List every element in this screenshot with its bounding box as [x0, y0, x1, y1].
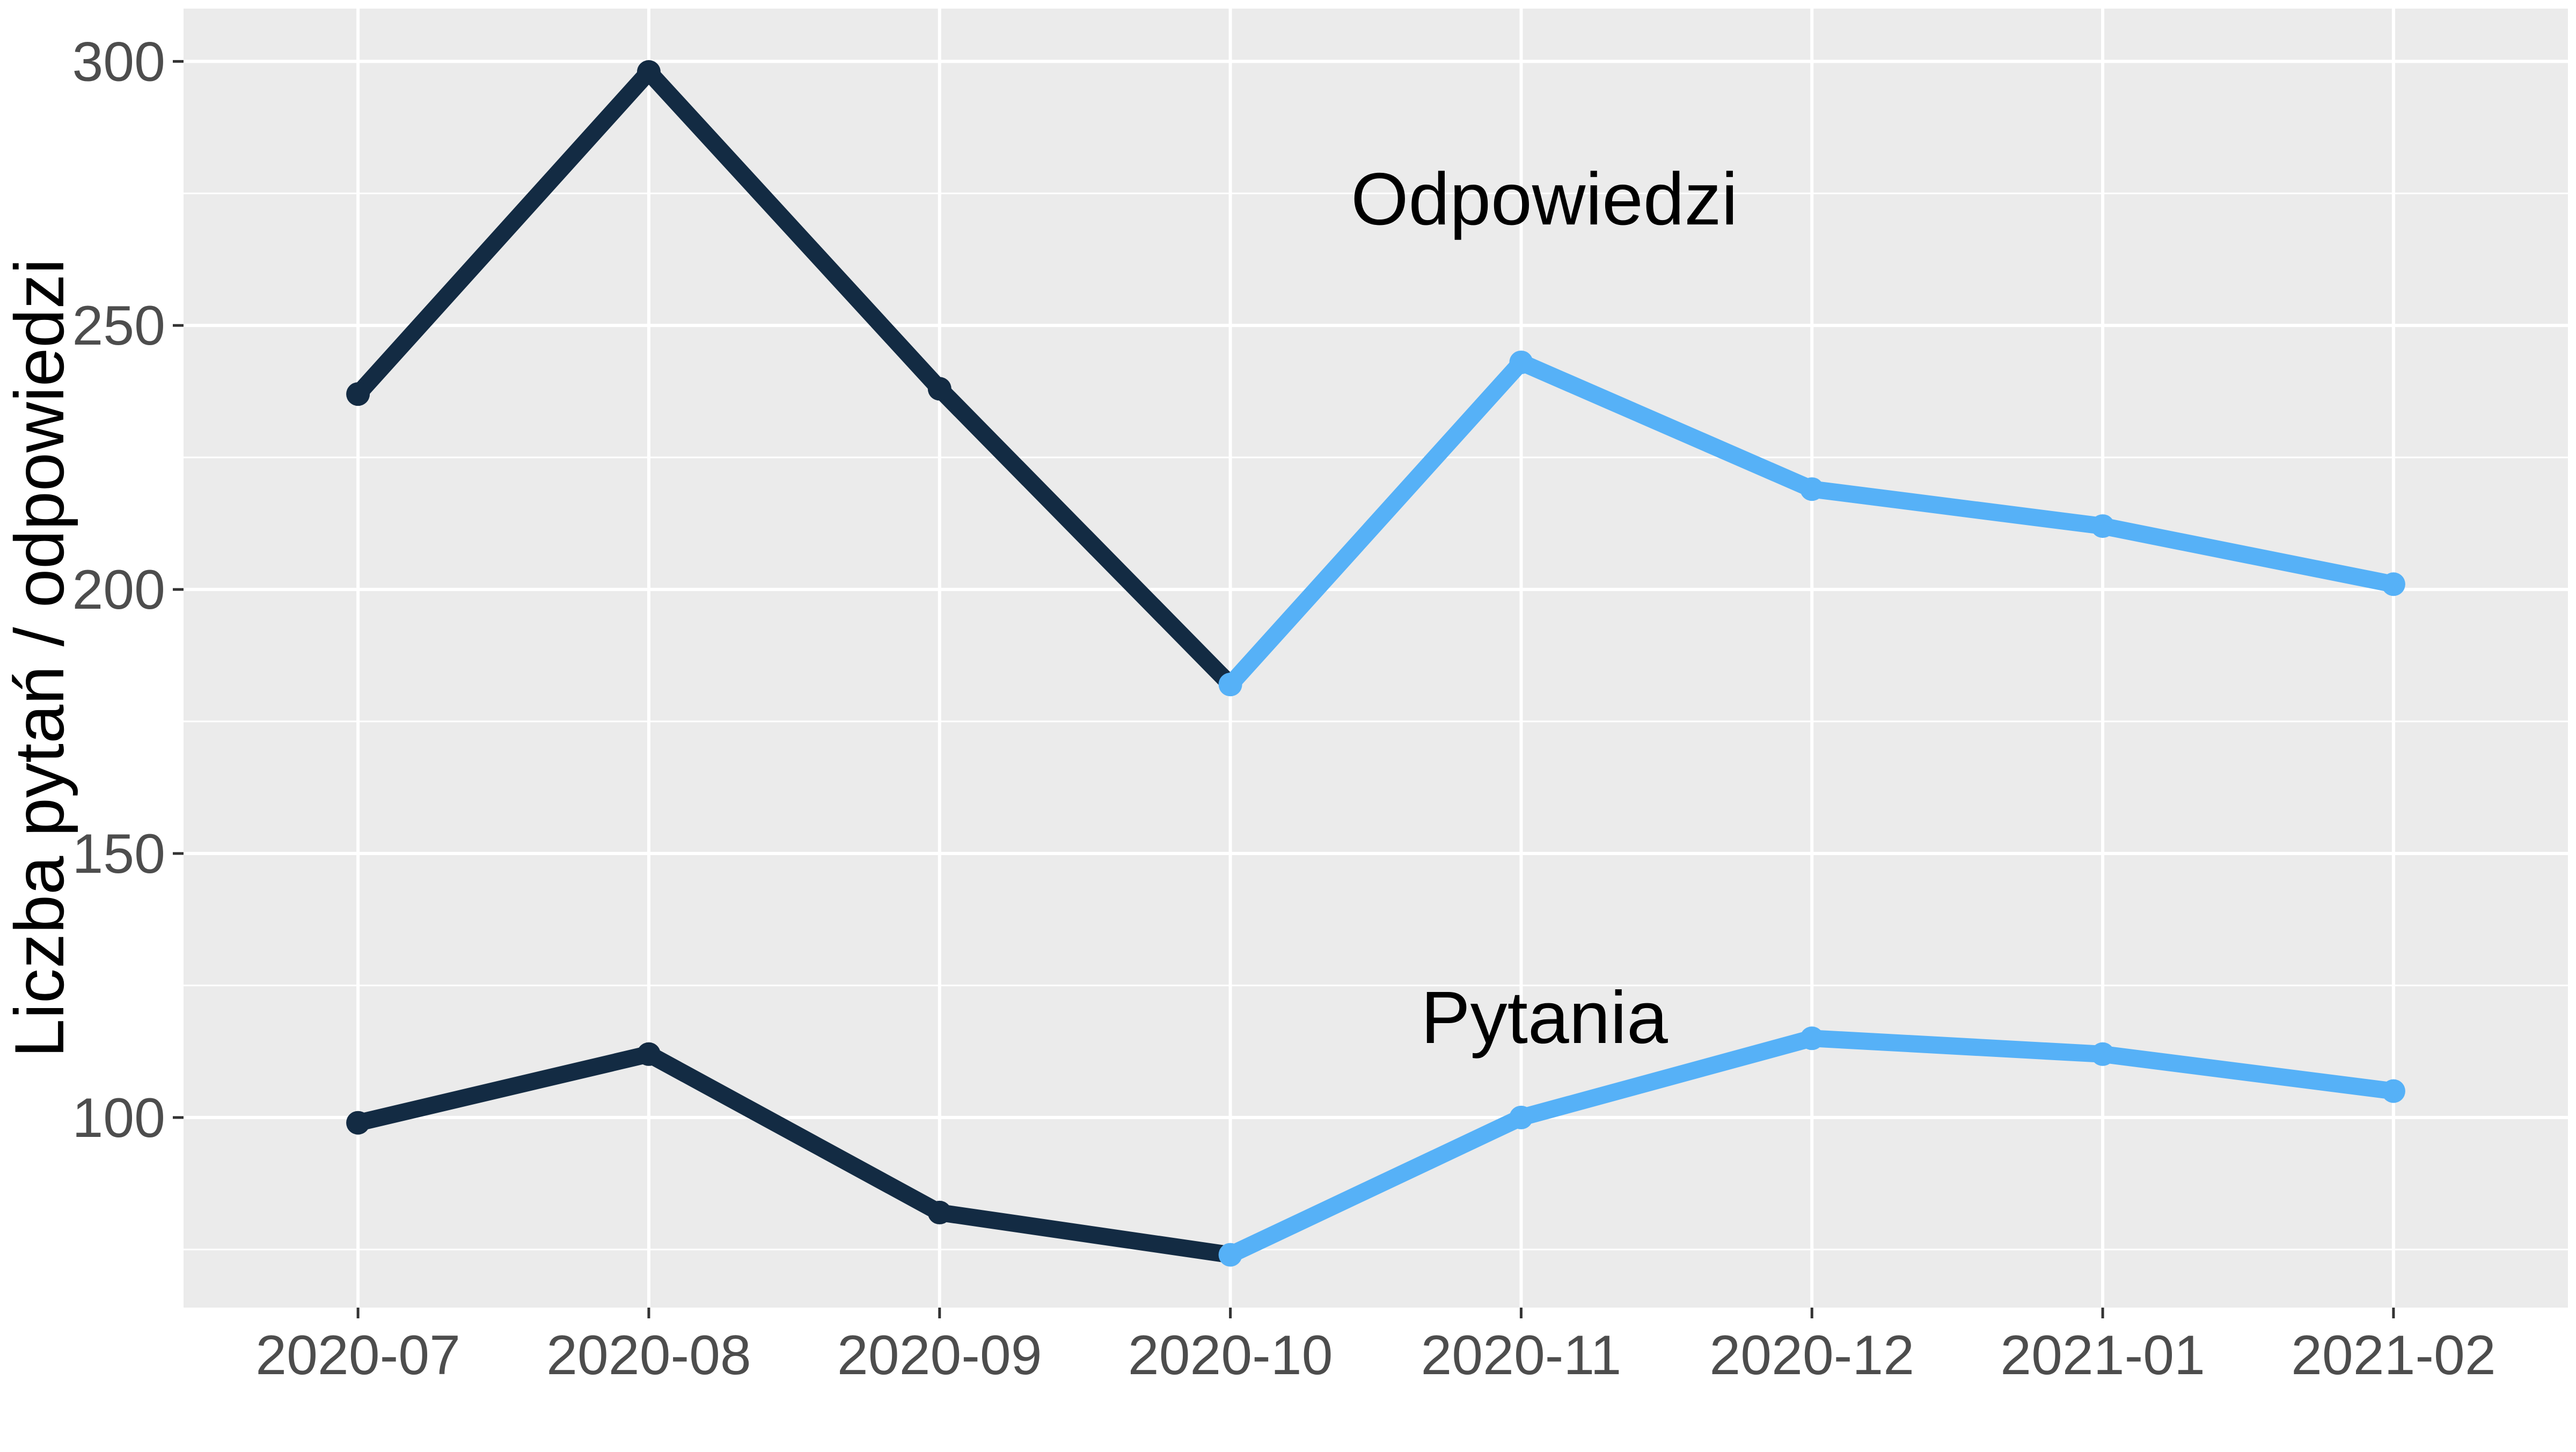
series-1-segment [2094, 1045, 2402, 1100]
series-0-segment [349, 63, 657, 403]
y-axis-title: Liczba pytań / odpowiedzi [0, 259, 78, 1058]
series-1-point [346, 1111, 370, 1135]
y-tick-label: 300 [72, 31, 165, 93]
x-tick-labels: 2020-07 2020-08 2020-09 2020-10 2020-11 2020-… [255, 1324, 2496, 1387]
series-0-point [927, 377, 952, 401]
y-tick-labels: 100 150 200 250 300 [72, 31, 165, 1149]
series-0-segment [931, 380, 1239, 694]
x-tick-label: 2020-10 [1128, 1324, 1333, 1387]
x-tick-label: 2020-08 [546, 1324, 751, 1387]
series-0-point [1218, 673, 1242, 697]
series-1-segment [640, 1045, 948, 1221]
x-tick-label: 2020-12 [1709, 1324, 1914, 1387]
x-tick-label: 2021-01 [2000, 1324, 2205, 1387]
series-0-point [2381, 572, 2405, 596]
series-1-segment [1221, 1108, 1530, 1264]
y-tick-label: 150 [72, 823, 165, 885]
plot-panel [184, 9, 2568, 1308]
series-0-point [346, 382, 370, 406]
series-0-point [2091, 514, 2115, 538]
series-0-segment [1803, 480, 2112, 535]
axis-ticks [173, 60, 2395, 1318]
series-0-point [1800, 477, 1824, 501]
annotation-pytania: Pytania [1421, 976, 1668, 1059]
series-points [346, 60, 2405, 1267]
series-1-segment [1803, 1030, 2112, 1063]
series-1-point [2091, 1042, 2115, 1066]
series-1-point [636, 1042, 661, 1066]
series-1-segment [1512, 1030, 1821, 1126]
x-tick-label: 2020-11 [1421, 1324, 1621, 1387]
x-tick-label: 2020-07 [255, 1324, 460, 1387]
series-0-segment [2094, 517, 2402, 593]
series-0-point [636, 60, 661, 84]
series-1-point [1509, 1105, 1533, 1129]
series-0-segment [640, 63, 948, 398]
x-tick-label: 2021-02 [2291, 1324, 2496, 1387]
major-gridlines [184, 9, 2568, 1308]
series-1-point [927, 1200, 952, 1224]
series-0-point [1509, 351, 1533, 375]
x-tick-label: 2020-09 [837, 1324, 1042, 1387]
series-1-segment [931, 1203, 1239, 1264]
y-tick-label: 200 [72, 559, 165, 621]
series-1-point [2381, 1079, 2405, 1103]
series-1-point [1218, 1243, 1242, 1267]
annotation-odpowiedzi: Odpowiedzi [1351, 158, 1738, 240]
series-lines [349, 63, 2402, 1264]
y-tick-label: 100 [72, 1087, 165, 1149]
minor-gridlines [184, 192, 2568, 1251]
series-1-point [1800, 1026, 1824, 1050]
series-0-segment [1512, 354, 1821, 498]
y-tick-label: 250 [72, 295, 165, 357]
series-0-segment [1221, 354, 1530, 694]
series-1-segment [349, 1045, 657, 1132]
